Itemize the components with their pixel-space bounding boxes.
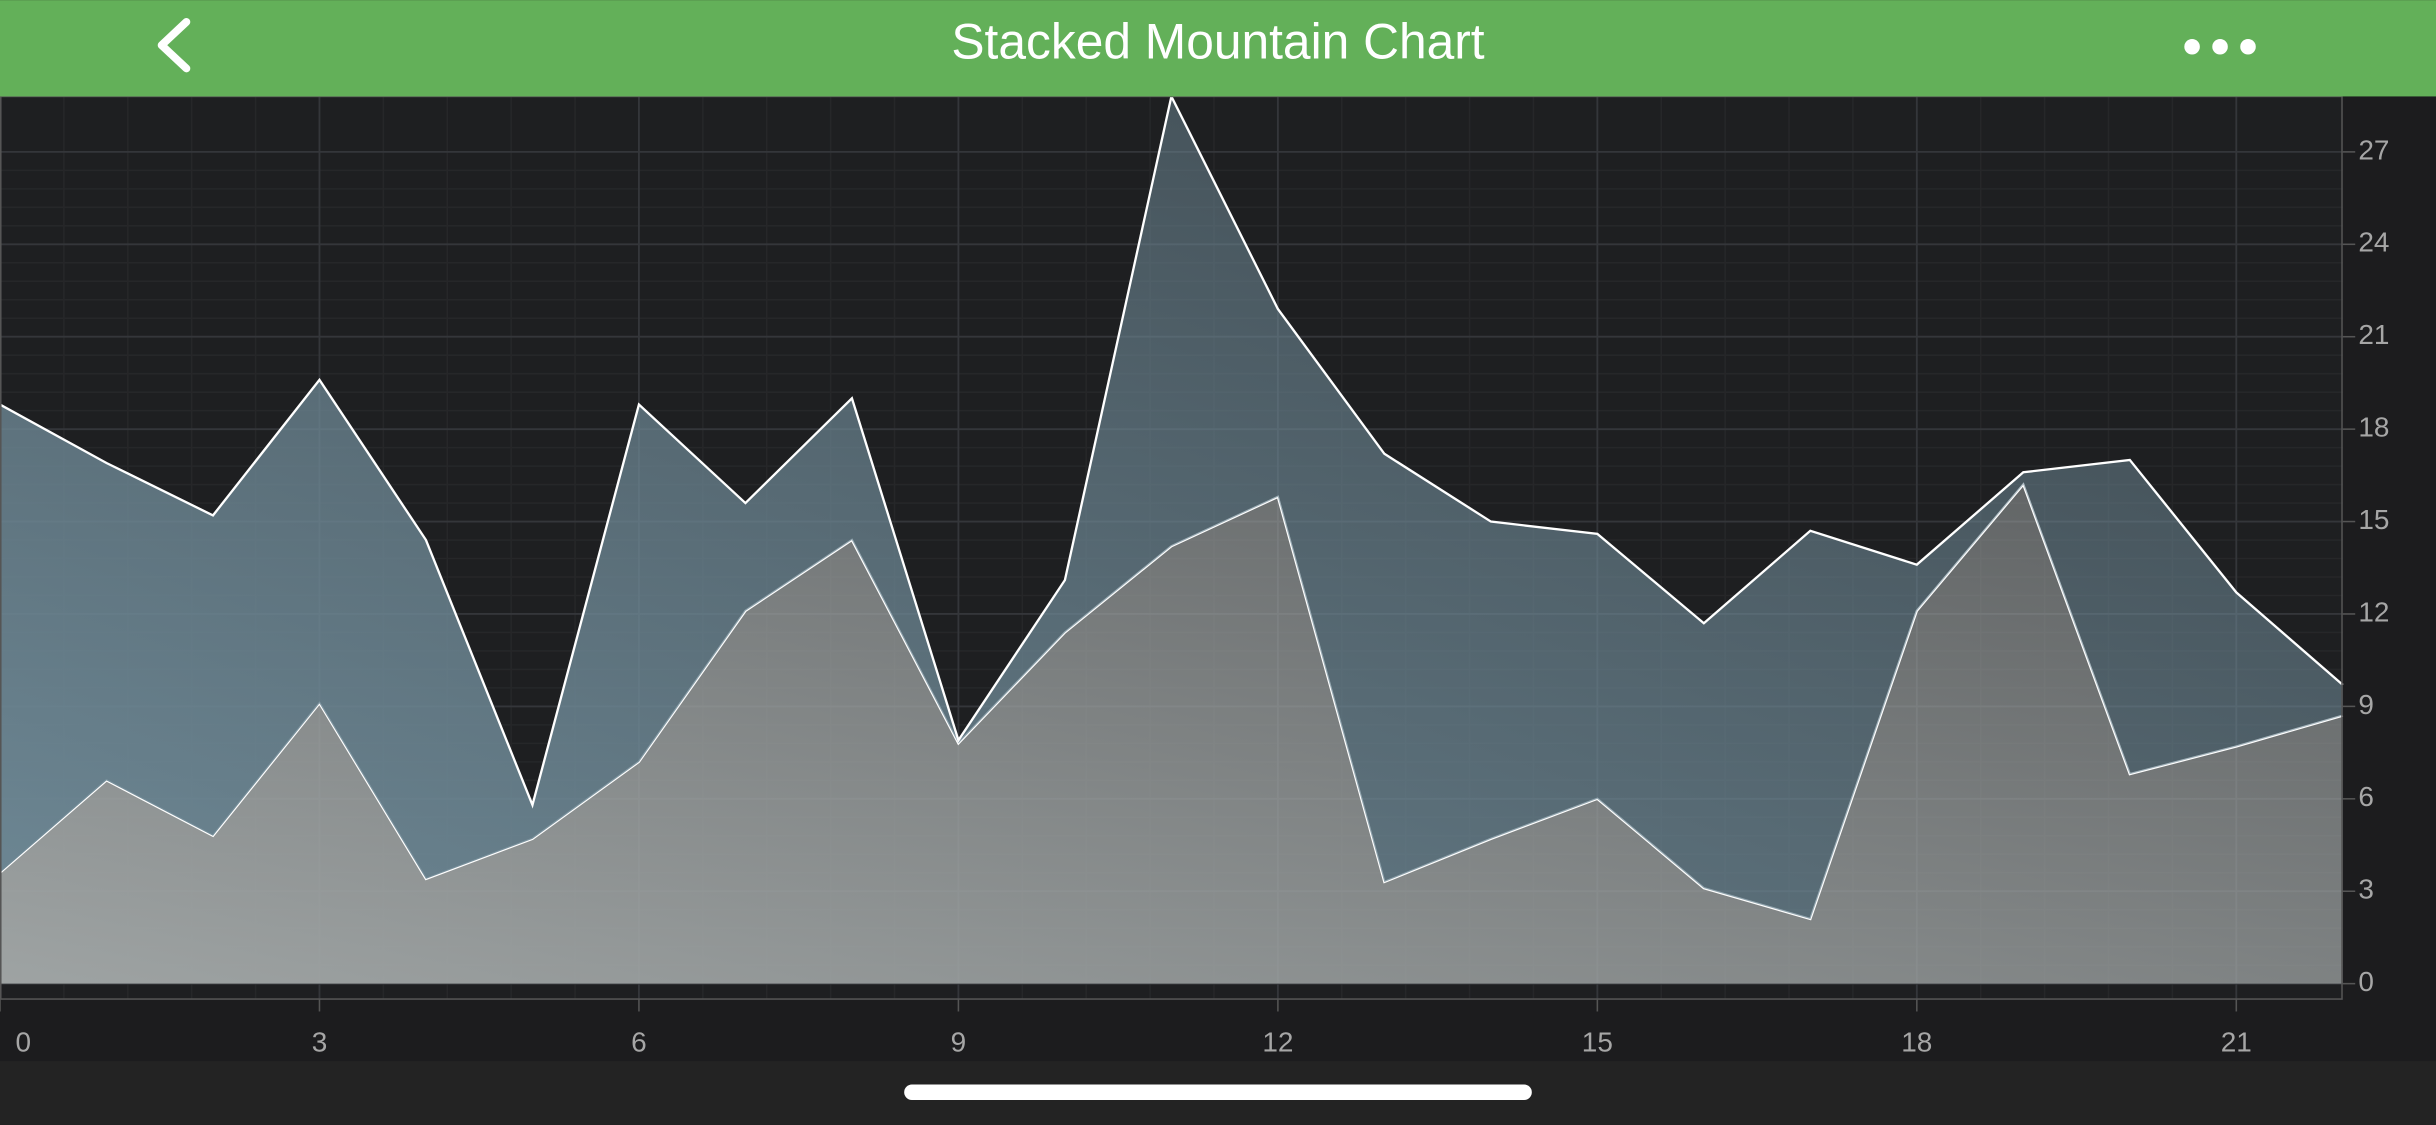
x-tick-label: 0 [16, 1026, 32, 1057]
x-tick-label: 6 [631, 1026, 647, 1057]
area [0, 96, 2343, 919]
nav-bar [0, 0, 2436, 97]
y-tick-label: 9 [2358, 689, 2374, 720]
chart-title: Stacked Mountain Chart [951, 13, 1484, 69]
x-tick-label: 12 [1262, 1026, 1293, 1057]
plot: 0 3 6 9 12 15 18 21 24 27 0 3 6 9 12 15 18 21 [0, 92, 2389, 1057]
y-tick-label: 27 [2358, 134, 2389, 165]
x-tick-label: 9 [951, 1026, 967, 1057]
x-tick-label: 18 [1901, 1026, 1932, 1057]
x-tick-label: 21 [2221, 1026, 2252, 1057]
y-tick-label: 3 [2358, 874, 2374, 905]
y-tick-label: 12 [2358, 596, 2389, 627]
y-tick-label: 24 [2358, 227, 2389, 258]
y-tick-label: 18 [2358, 412, 2389, 443]
x-tick-label: 3 [312, 1026, 328, 1057]
x-tick-label: 15 [1582, 1026, 1613, 1057]
more-button[interactable] [2184, 38, 2256, 55]
y-tick-label: 0 [2358, 966, 2374, 997]
home-indicator [904, 1084, 1532, 1101]
area [0, 484, 2343, 984]
y-tick-label: 6 [2358, 781, 2374, 812]
back-button[interactable] [157, 17, 191, 73]
y-tick-label: 21 [2358, 319, 2389, 350]
y-tick-label: 15 [2358, 504, 2389, 535]
